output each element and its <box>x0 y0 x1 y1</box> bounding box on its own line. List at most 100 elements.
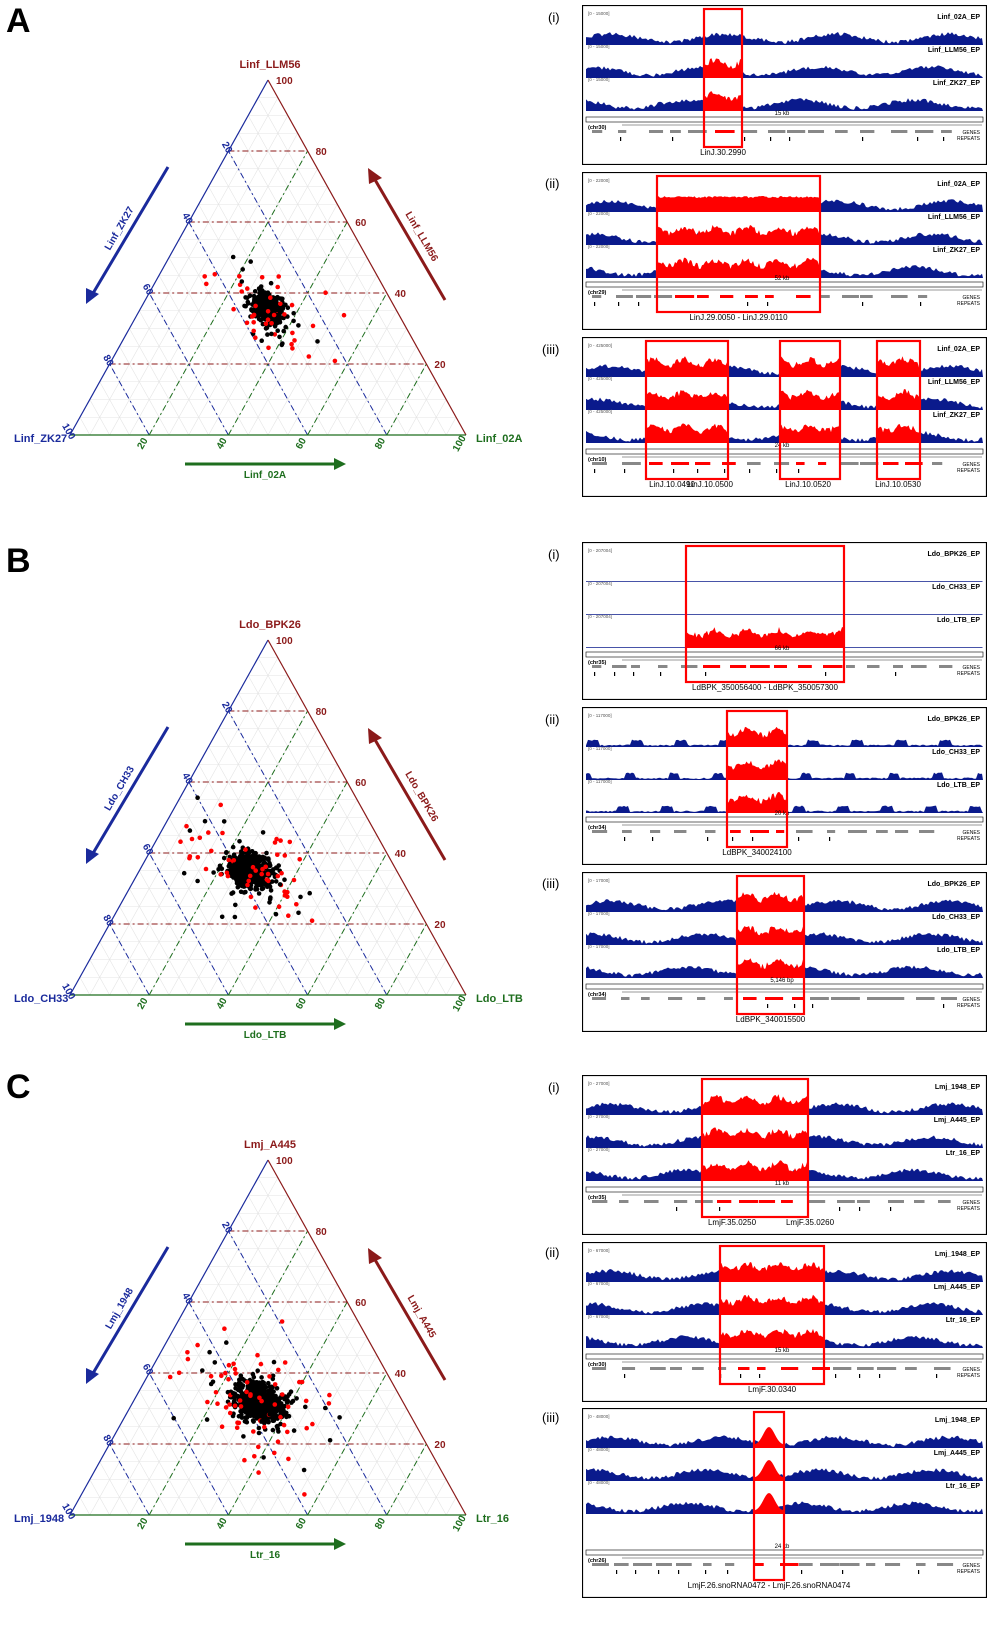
scale-label: 5,146 bp <box>770 978 794 984</box>
sample-label: Lmj_A445_EP <box>934 1284 981 1291</box>
coverage-signal-blue <box>586 1269 983 1282</box>
corner-label-top: Ldo_BPK26 <box>239 619 301 631</box>
gene-block <box>932 462 943 465</box>
data-point <box>266 1380 271 1386</box>
data-point-outlier <box>263 864 269 870</box>
tick-label-bottom: 80 <box>373 436 388 452</box>
data-point-outlier <box>296 910 301 916</box>
sample-label: Ldo_BPK26_EP <box>927 716 980 723</box>
gene-block <box>891 295 908 298</box>
coverage-signal-red <box>737 958 804 978</box>
data-point-outlier <box>255 1352 260 1358</box>
coverage-signal-blue <box>586 1135 983 1148</box>
data-point-outlier <box>230 254 236 260</box>
data-point <box>274 1386 280 1391</box>
data-point-outlier <box>280 341 285 346</box>
gene-block <box>697 295 709 298</box>
sample-label: Ldo_CH33_EP <box>932 584 980 591</box>
gene-block <box>670 1367 682 1370</box>
repeat-mark <box>943 137 945 141</box>
track-frame <box>582 542 987 700</box>
triangle-left-edge <box>69 639 269 996</box>
track-range-label: [0 - 15000] <box>588 11 610 16</box>
track-range-label: [0 - 17000] <box>588 944 610 949</box>
grid-line <box>247 1319 358 1516</box>
gene-block <box>692 1367 704 1370</box>
data-point-outlier <box>185 1350 190 1355</box>
tick-label-bottom: 40 <box>215 1516 230 1532</box>
data-point-outlier <box>268 295 273 300</box>
sample-label: Ldo_BPK26_EP <box>927 881 980 888</box>
data-point-outlier <box>271 1359 277 1365</box>
data-point-outlier <box>275 284 281 290</box>
major-grid-line-left <box>148 852 229 996</box>
data-point <box>261 857 267 862</box>
grid-line <box>346 888 407 996</box>
data-point <box>256 286 262 291</box>
grid-line <box>129 1408 190 1516</box>
gene-block <box>755 1563 764 1566</box>
gene-block <box>918 295 928 298</box>
grid-line <box>406 941 437 996</box>
data-point-outlier <box>253 905 258 910</box>
data-point-outlier <box>226 1362 232 1368</box>
track-range-label: [0 - 17000] <box>588 878 610 883</box>
data-point <box>251 1419 256 1424</box>
major-grid-line-left <box>227 710 388 996</box>
data-point <box>253 874 259 879</box>
highlight-box <box>778 339 842 481</box>
major-grid-line-left <box>227 1230 388 1516</box>
data-point-outlier <box>282 1360 288 1365</box>
repeat-mark <box>624 1374 626 1378</box>
tick-label-left: 20 <box>219 1220 234 1236</box>
grid-line <box>406 1461 437 1516</box>
data-point-outlier <box>278 301 283 307</box>
data-point-outlier <box>309 918 315 923</box>
bottom-arrow-label: Linf_02A <box>244 470 286 481</box>
gene-label: LmjF.30.0340 <box>748 1385 797 1394</box>
tick-label-bottom: 20 <box>135 996 150 1012</box>
sample-label: Ltr_16_EP <box>946 1317 981 1324</box>
data-point-outlier <box>227 1410 233 1416</box>
coordinate-ruler <box>585 651 984 658</box>
repeats-row-label: REPEATS <box>957 836 981 842</box>
tick-label-top: 100 <box>276 636 293 647</box>
data-point-outlier <box>275 852 280 857</box>
data-point <box>256 1406 262 1411</box>
coordinate-ruler <box>585 1186 984 1193</box>
data-point-outlier <box>253 303 258 309</box>
grid-line <box>119 1426 170 1516</box>
gene-block <box>649 130 664 133</box>
sample-label: Ldo_BPK26_EP <box>927 551 980 558</box>
major-grid-line-left <box>227 150 388 436</box>
data-point <box>275 328 281 334</box>
repeat-mark <box>594 302 596 306</box>
repeats-row-label: REPEATS <box>957 671 981 677</box>
repeat-mark <box>770 137 772 141</box>
grid-line <box>257 97 447 436</box>
data-point-outlier <box>332 358 338 364</box>
data-point <box>253 860 258 866</box>
track-range-label: [0 - 48000] <box>588 1447 610 1452</box>
sample-label: Linf_ZK27_EP <box>933 247 980 254</box>
data-point-outlier <box>176 1370 182 1376</box>
grid-line <box>168 168 318 436</box>
gene-block <box>747 462 761 465</box>
tick-label-bottom: 80 <box>373 1516 388 1532</box>
repeat-mark <box>673 469 675 473</box>
data-point-outlier <box>257 1395 262 1401</box>
gene-block <box>799 1563 813 1566</box>
data-point-outlier <box>272 1382 278 1387</box>
coverage-signal-blue <box>586 32 983 45</box>
data-point <box>268 1393 274 1398</box>
tick-label-left: 60 <box>140 1362 155 1378</box>
data-point <box>252 289 258 294</box>
gene-block <box>941 997 957 1000</box>
sample-label: Linf_ZK27_EP <box>933 80 980 87</box>
data-point-outlier <box>233 1371 238 1376</box>
tick-label-top: 60 <box>355 1298 367 1309</box>
data-point-outlier <box>285 894 290 899</box>
gene-block <box>780 1563 799 1566</box>
data-point-outlier <box>250 1404 255 1409</box>
data-point <box>256 891 262 896</box>
